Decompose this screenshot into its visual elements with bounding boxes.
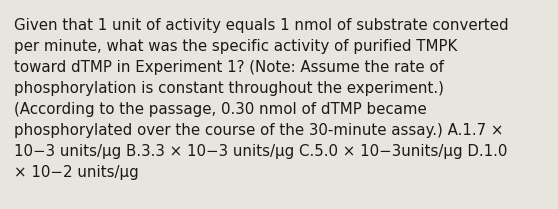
Text: toward dTMP in Experiment 1? (Note: Assume the rate of: toward dTMP in Experiment 1? (Note: Assu… (14, 60, 444, 75)
Text: 10−3 units/μg B.3.3 × 10−3 units/μg C.5.0 × 10−3units/μg D.1.0: 10−3 units/μg B.3.3 × 10−3 units/μg C.5.… (14, 144, 507, 159)
Text: per minute, what was the specific activity of purified TMPK: per minute, what was the specific activi… (14, 39, 457, 54)
Text: phosphorylated over the course of the 30-minute assay.) A.1.7 ×: phosphorylated over the course of the 30… (14, 123, 503, 138)
Text: Given that 1 unit of activity equals 1 nmol of substrate converted: Given that 1 unit of activity equals 1 n… (14, 18, 509, 33)
Text: (According to the passage, 0.30 nmol of dTMP became: (According to the passage, 0.30 nmol of … (14, 102, 427, 117)
Text: × 10−2 units/μg: × 10−2 units/μg (14, 165, 139, 180)
Text: phosphorylation is constant throughout the experiment.): phosphorylation is constant throughout t… (14, 81, 444, 96)
